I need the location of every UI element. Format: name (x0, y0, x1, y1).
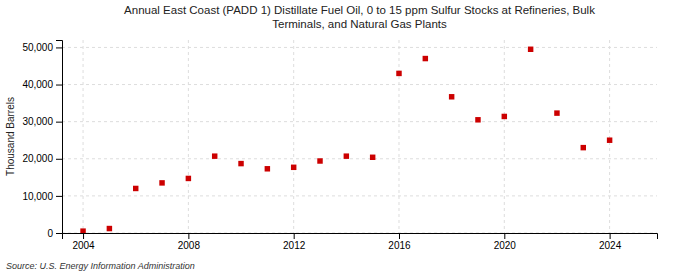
y-tick-label: 40,000 (22, 79, 53, 90)
point (238, 161, 243, 166)
plot: 2004 2008 2012 2016 2020 2024 0 10,000 20,000 30,… (22, 40, 657, 251)
x-tick: 2024 (599, 233, 622, 251)
y-tick-label: 30,000 (22, 116, 53, 127)
x-tick-mark (294, 233, 295, 239)
x-tick: 2008 (178, 233, 201, 251)
point (80, 228, 85, 233)
grid (62, 40, 657, 233)
point (554, 110, 559, 115)
points (80, 47, 612, 233)
y-grid-line (62, 84, 657, 85)
point (107, 226, 112, 231)
source: Source: U.S. Energy Information Administ… (6, 261, 195, 271)
y-tick: 10,000 (22, 191, 62, 202)
y-grid-line (62, 47, 657, 48)
x-tick-mark (188, 233, 189, 239)
x-tick-mark (610, 233, 611, 239)
y-tick-label: 50,000 (22, 42, 53, 53)
x-tick-label: 2020 (494, 240, 517, 251)
point (449, 94, 454, 99)
y-tick-label: 10,000 (22, 191, 53, 202)
x-axis-line (63, 234, 658, 240)
y-axis-title: Thousand Barrels (5, 97, 16, 176)
y-tick: 0 (47, 228, 62, 239)
point (344, 153, 349, 158)
point (502, 114, 507, 119)
point (317, 158, 322, 163)
x-grid-line (188, 40, 189, 233)
title-line: Annual East Coast (PADD 1) Distillate Fu… (124, 4, 595, 16)
y-axis-line (56, 41, 63, 234)
x-tick-mark (399, 233, 400, 239)
x-axis: 2004 2008 2012 2016 2020 2024 (63, 233, 658, 251)
point (370, 155, 375, 160)
y-tick: 20,000 (22, 153, 62, 164)
x-tick-label: 2008 (178, 240, 201, 251)
point (133, 186, 138, 191)
y-tick-mark (56, 233, 62, 234)
x-grid-line (609, 40, 610, 233)
x-tick: 2012 (283, 233, 306, 251)
y-tick: 50,000 (22, 42, 62, 53)
y-grid-line (62, 195, 657, 196)
point (528, 47, 533, 52)
point (291, 165, 296, 170)
point (581, 145, 586, 150)
y-tick-label: 0 (47, 228, 53, 239)
y-tick-mark (56, 85, 62, 86)
x-tick: 2004 (72, 233, 95, 251)
x-tick-label: 2012 (283, 240, 306, 251)
chart: 2004 2008 2012 2016 2020 2024 0 10,000 20,000 30,… (0, 0, 675, 275)
y-tick: 30,000 (22, 116, 62, 127)
y-tick-mark (56, 159, 62, 160)
x-grid-line (83, 40, 84, 233)
x-tick-mark (83, 233, 84, 239)
y-grid-line (62, 158, 657, 159)
y-grid-line (62, 121, 657, 122)
x-tick-label: 2004 (72, 240, 95, 251)
y-tick-mark (56, 122, 62, 123)
y-tick-mark (56, 196, 62, 197)
title: Annual East Coast (PADD 1) Distillate Fu… (124, 4, 595, 30)
x-tick: 2016 (388, 233, 411, 251)
y-tick-mark (56, 47, 62, 48)
point (423, 56, 428, 61)
x-grid-line (293, 40, 294, 233)
point (159, 180, 164, 185)
x-tick-label: 2016 (388, 240, 411, 251)
x-tick-label: 2024 (599, 240, 622, 251)
y-tick-label: 20,000 (22, 153, 53, 164)
point (265, 166, 270, 171)
point (475, 117, 480, 122)
x-grid-line (504, 40, 505, 233)
point (212, 153, 217, 158)
y-tick: 40,000 (22, 79, 62, 90)
point (396, 71, 401, 76)
x-grid-line (398, 40, 399, 233)
x-tick-mark (504, 233, 505, 239)
point (607, 137, 612, 142)
title-line: Terminals, and Natural Gas Plants (272, 18, 447, 30)
point (186, 176, 191, 181)
y-axis: 0 10,000 20,000 30,000 40,000 50,000 (22, 41, 62, 239)
x-tick: 2020 (494, 233, 517, 251)
